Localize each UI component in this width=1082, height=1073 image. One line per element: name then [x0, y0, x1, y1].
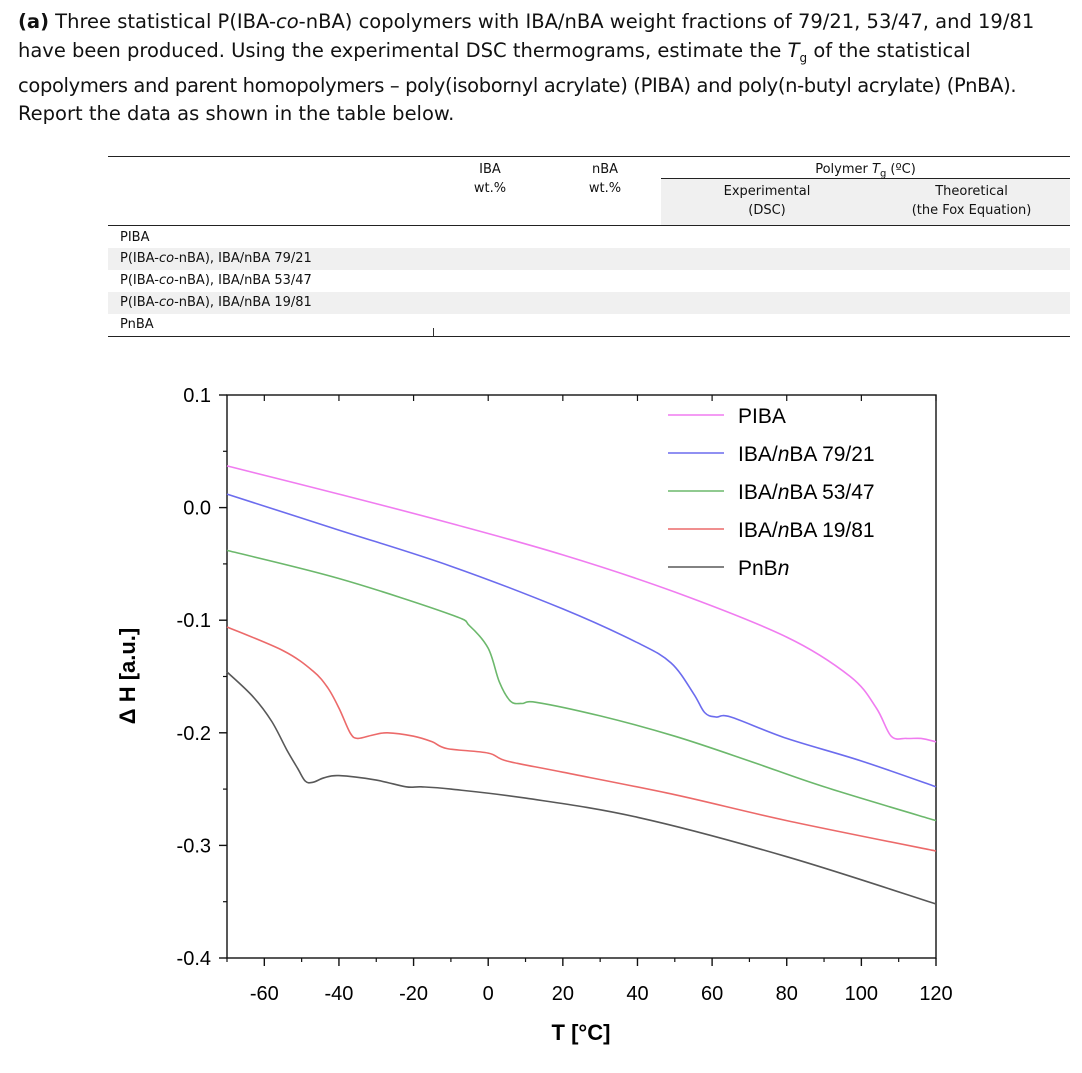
x-tick-label: 100 [845, 983, 878, 1005]
legend-label: PIBA [738, 405, 786, 428]
table-top-rule [108, 156, 1070, 157]
tg-header-shade [661, 179, 1070, 225]
y-tick-label: -0.2 [177, 723, 211, 745]
plot-frame [226, 394, 937, 959]
y-axis-label: Δ H [a.u.] [115, 628, 140, 724]
series-line-1 [226, 493, 937, 788]
question-text: (a) Three statistical P(IBA-co-nBA) copo… [18, 10, 1035, 126]
col-header-theoretical: Theoretical (the Fox Equation) [911, 184, 1032, 218]
legend-label: PnBn [738, 557, 789, 580]
table-row: P(IBA-co-nBA), IBA/nBA 19/81 [120, 295, 312, 310]
x-tick-label: -60 [250, 983, 279, 1005]
x-tick-label: 40 [626, 983, 648, 1005]
col-header-nba: nBA wt.% [588, 162, 622, 196]
legend-label: IBA/nBA 79/21 [738, 443, 875, 466]
legend-label: IBA/nBA 53/47 [738, 481, 875, 504]
table-row: P(IBA-co-nBA), IBA/nBA 79/21 [120, 251, 312, 266]
y-tick-label: -0.4 [177, 948, 211, 970]
tg-header-rule [661, 178, 1070, 179]
table-bottom-rule [108, 336, 1070, 337]
series-line-0 [226, 465, 937, 743]
y-tick-label: -0.1 [177, 610, 211, 632]
table-header-rule [108, 225, 1070, 226]
table-row: PnBA [120, 317, 154, 332]
x-tick-label: -40 [324, 983, 353, 1005]
col-header-polymer-tg: Polymer Tg (ºC) [815, 162, 916, 180]
question-label: (a) [18, 10, 49, 33]
col-header-experimental: Experimental (DSC) [723, 184, 811, 218]
series-line-4 [226, 671, 937, 905]
table-row: P(IBA-co-nBA), IBA/nBA 53/47 [120, 273, 312, 288]
x-tick-label: 20 [552, 983, 574, 1005]
x-tick-label: 80 [776, 983, 798, 1005]
legend-label: IBA/nBA 19/81 [738, 519, 875, 542]
x-tick-label: 60 [701, 983, 723, 1005]
y-tick-label: 0.1 [183, 385, 211, 407]
table-row: PIBA [120, 230, 150, 245]
x-tick-label: 120 [919, 983, 952, 1005]
series-line-3 [226, 626, 937, 852]
col-header-iba: IBA wt.% [473, 162, 507, 196]
series-line-2 [226, 549, 937, 822]
x-tick-label: -20 [399, 983, 428, 1005]
y-tick-label: -0.3 [177, 835, 211, 857]
x-tick-label: 0 [483, 983, 494, 1005]
y-tick-label: 0.0 [183, 498, 211, 520]
x-axis-label: T [°C] [552, 1020, 611, 1045]
